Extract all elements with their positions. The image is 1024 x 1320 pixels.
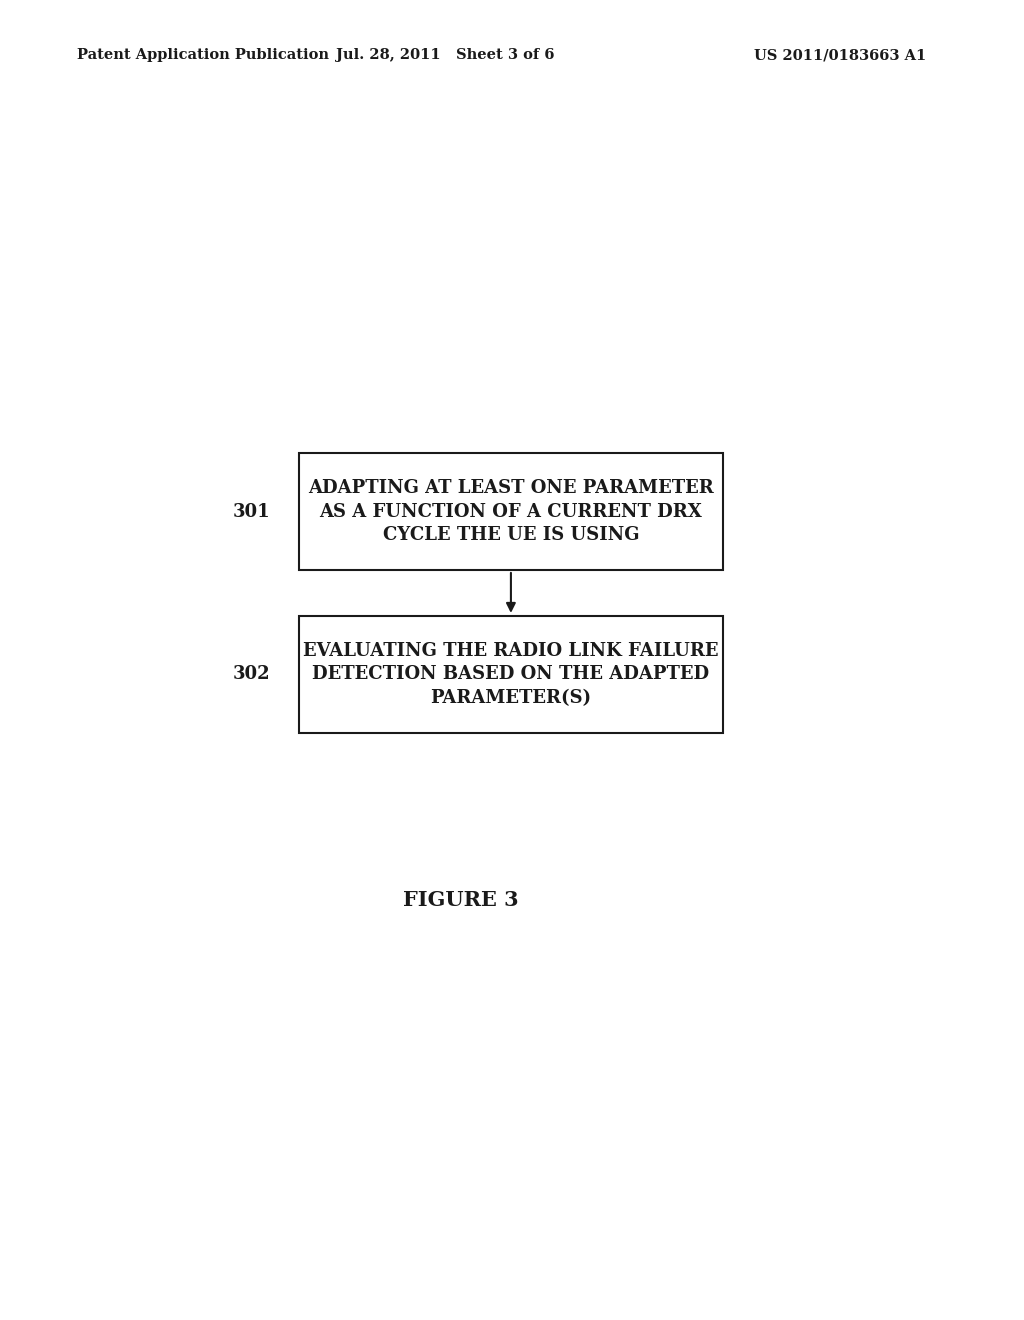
Text: 302: 302 <box>232 665 269 684</box>
Text: Patent Application Publication: Patent Application Publication <box>77 49 329 62</box>
FancyBboxPatch shape <box>299 453 723 570</box>
Text: US 2011/0183663 A1: US 2011/0183663 A1 <box>754 49 926 62</box>
Text: EVALUATING THE RADIO LINK FAILURE
DETECTION BASED ON THE ADAPTED
PARAMETER(S): EVALUATING THE RADIO LINK FAILURE DETECT… <box>303 642 719 706</box>
Text: FIGURE 3: FIGURE 3 <box>403 891 519 911</box>
FancyBboxPatch shape <box>299 615 723 733</box>
Text: ADAPTING AT LEAST ONE PARAMETER
AS A FUNCTION OF A CURRENT DRX
CYCLE THE UE IS U: ADAPTING AT LEAST ONE PARAMETER AS A FUN… <box>308 479 714 544</box>
Text: Jul. 28, 2011   Sheet 3 of 6: Jul. 28, 2011 Sheet 3 of 6 <box>336 49 555 62</box>
Text: 301: 301 <box>232 503 269 520</box>
